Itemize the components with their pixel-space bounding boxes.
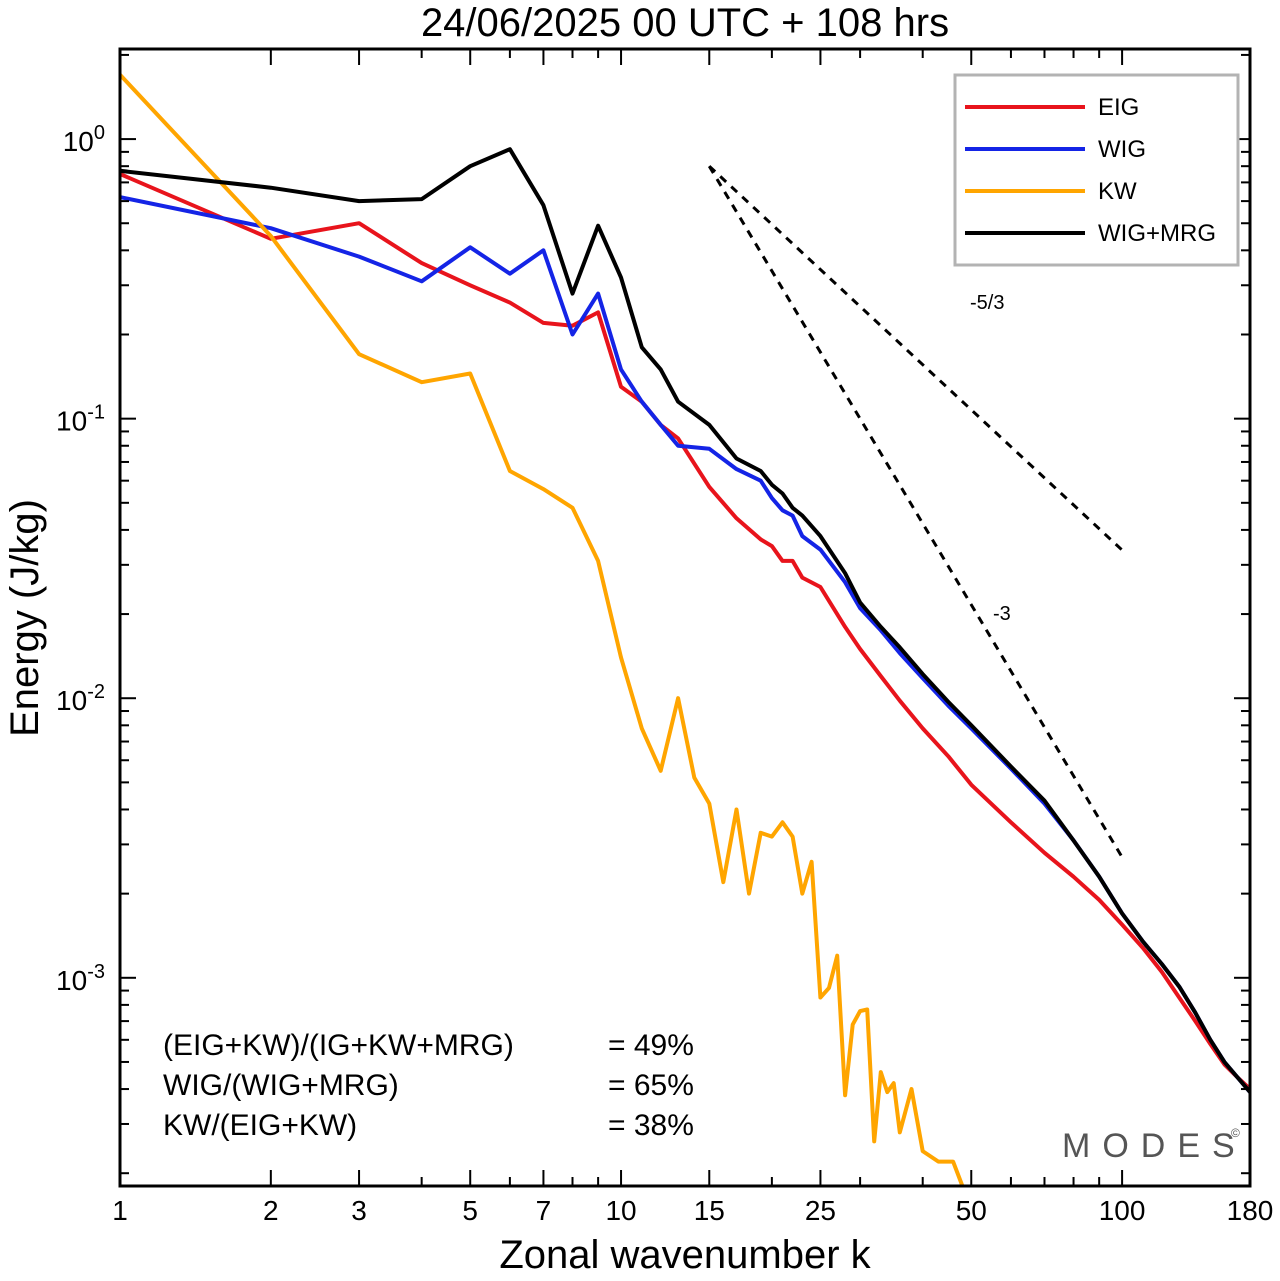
y-tick-label: 10-3 xyxy=(56,961,105,996)
slope-label-five-thirds: -5/3 xyxy=(970,292,1004,314)
y-tick-label: 100 xyxy=(63,122,105,157)
chart-title: 24/06/2025 00 UTC + 108 hrs xyxy=(421,1,949,45)
legend-label-kw: KW xyxy=(1098,178,1137,205)
legend-label-wig-mrg: WIG+MRG xyxy=(1098,220,1216,247)
ratio-label-3: KW/(EIG+KW) xyxy=(163,1109,357,1142)
legend-label-wig: WIG xyxy=(1098,136,1146,163)
reference-line-three xyxy=(707,165,1124,858)
x-tick-label: 15 xyxy=(694,1195,725,1226)
legend-label-eig: EIG xyxy=(1098,94,1139,121)
series-line-eig xyxy=(120,172,1250,1091)
x-tick-label: 5 xyxy=(462,1195,478,1226)
x-tick-label: 50 xyxy=(956,1195,987,1226)
x-tick-label: 100 xyxy=(1099,1195,1146,1226)
ratio-label-2: WIG/(WIG+MRG) xyxy=(163,1069,399,1102)
x-tick-label: 25 xyxy=(805,1195,836,1226)
x-tick-label: 7 xyxy=(536,1195,552,1226)
slope-label-three: -3 xyxy=(993,603,1011,625)
plot-frame xyxy=(118,47,1252,1188)
modes-watermark: MODES xyxy=(1062,1127,1247,1165)
x-axis-label: Zonal wavenumber k xyxy=(499,1233,871,1277)
ratio-label-1: (EIG+KW)/(IG+KW+MRG) xyxy=(163,1029,514,1062)
x-tick-label: 1 xyxy=(112,1195,128,1226)
copyright-mark: © xyxy=(1231,1126,1240,1140)
y-tick-label: 10-1 xyxy=(56,402,105,437)
x-tick-label: 10 xyxy=(605,1195,636,1226)
y-tick-label: 10-2 xyxy=(56,681,105,716)
series-line-wig-mrg xyxy=(120,147,1250,1094)
ratio-value-1: = 49% xyxy=(608,1029,694,1062)
reference-line-five-thirds xyxy=(708,165,1124,552)
series-layer xyxy=(120,73,1250,1186)
series-line-wig xyxy=(120,195,1250,1094)
x-tick-label: 180 xyxy=(1227,1195,1274,1226)
x-tick-label: 2 xyxy=(263,1195,279,1226)
ratio-annotations: (EIG+KW)/(IG+KW+MRG) = 49% WIG/(WIG+MRG)… xyxy=(163,1029,694,1142)
legend: EIG WIG KW WIG+MRG xyxy=(953,73,1240,267)
axis-ticks: 1 2 3 5 7 10 15 25 50 100 180 100 10-1 10-2 10-3 xyxy=(56,49,1273,1226)
y-axis-label: Energy (J/kg) xyxy=(3,499,47,737)
x-tick-label: 3 xyxy=(351,1195,367,1226)
series-line-kw xyxy=(120,73,965,1186)
ratio-value-3: = 38% xyxy=(608,1109,694,1142)
ratio-value-2: = 65% xyxy=(608,1069,694,1102)
reference-lines xyxy=(707,165,1124,858)
